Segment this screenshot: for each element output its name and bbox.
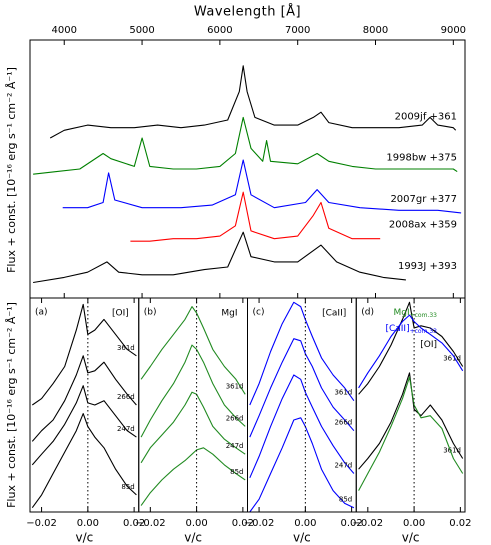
spectrum-line [358,314,464,389]
spectrum-line [33,116,458,175]
spectrum-line [62,159,462,214]
spectrum-line [31,355,137,442]
axes-frame [355,297,466,513]
x-tick-label: 9000 [441,25,466,36]
series-label: 2007gr +377 [390,194,457,205]
panel-tag: (c) [253,308,265,318]
spectrum-line [249,374,355,479]
x-tick-label: 0.00 [185,518,207,529]
legend-entry: [CaII]+com.33 [385,324,437,335]
epoch-label: 361d [334,389,352,397]
series-label: 2008ax +359 [389,220,457,231]
x-tick-label: 4000 [52,25,77,36]
spectrum-line [358,376,464,491]
x-tick-label: 7000 [285,25,310,36]
spectrum-line [140,391,246,464]
epoch-label: 361d [443,354,461,362]
spectrum-line [140,344,246,438]
epoch-label: 266d [226,414,244,422]
y-axis-label: Flux + const. [10⁻¹⁶ erg s⁻¹ cm⁻² Å⁻¹] [5,67,18,273]
legend-text: [CaII] [385,324,409,334]
legend-entry: MgI+com.33 [393,308,437,319]
x-tick-label: 0.00 [77,518,99,529]
epoch-label: 247d [226,442,244,450]
epoch-label: 85d [230,468,243,476]
legend-entry: [OI] [420,340,437,350]
x-tick-label: −0.02 [135,518,166,529]
x-tick-label: 6000 [207,25,232,36]
spectrum-line [140,447,246,506]
epoch-label: 361d [117,344,135,352]
legend-text: [OI] [420,340,437,350]
x-axis-label: v/c [402,531,420,545]
spectrum-line [31,413,137,509]
x-tick-label: 0.02 [340,518,362,529]
x-axis-label: Wavelength [Å] [194,4,301,20]
legend-text: MgI [393,308,409,318]
spectrum-line [249,338,355,438]
spectrum-line [33,231,406,284]
series-label: 2009jf +361 [395,111,457,122]
x-tick-label: 0.00 [294,518,316,529]
element-label: [OI] [112,309,129,319]
x-tick-label: 0.02 [123,518,145,529]
epoch-label: 247d [117,425,135,433]
x-tick-label: 0.00 [403,518,425,529]
element-label: [CaII] [322,309,346,319]
epoch-label: 266d [334,419,352,427]
x-tick-label: 0.02 [232,518,254,529]
element-label: MgI [221,309,237,319]
panel-tag: (b) [144,308,157,318]
spectrum-line [31,303,137,406]
spectrum-line [49,65,457,139]
spectrum-line [249,301,355,406]
epoch-label: 247d [334,461,352,469]
epoch-label: 85d [339,496,352,504]
spectrum-line [31,385,137,466]
x-tick-label: 0.02 [449,518,471,529]
epoch-label: 266d [117,393,135,401]
panel-tag: (a) [35,308,48,318]
x-tick-label: −0.02 [352,518,383,529]
axes-frame [138,297,248,513]
x-axis-label: v/c [184,531,202,545]
x-tick-label: −0.02 [26,518,57,529]
epoch-label: 361d [226,382,244,390]
x-tick-label: −0.02 [244,518,275,529]
spectrum-line [249,417,355,513]
x-axis-label: v/c [293,531,311,545]
epoch-label: 361d [443,447,461,455]
epoch-label: 85d [121,483,134,491]
series-label: 1993J +393 [398,261,457,272]
spectrum-line [358,301,464,395]
y-axis-label: Flux + const. [10⁻¹⁶ erg s⁻¹ cm⁻² Å⁻¹] [5,302,18,508]
legend-subscript: +com.33 [410,328,438,335]
legend-subscript: +com.33 [410,312,438,319]
spectrum-line [130,191,381,242]
spectrum-line [140,306,246,395]
series-label: 1998bw +375 [386,153,457,164]
x-tick-label: 8000 [363,25,388,36]
x-tick-label: 5000 [129,25,154,36]
panel-tag: (d) [361,308,374,318]
x-axis-label: v/c [76,531,94,545]
